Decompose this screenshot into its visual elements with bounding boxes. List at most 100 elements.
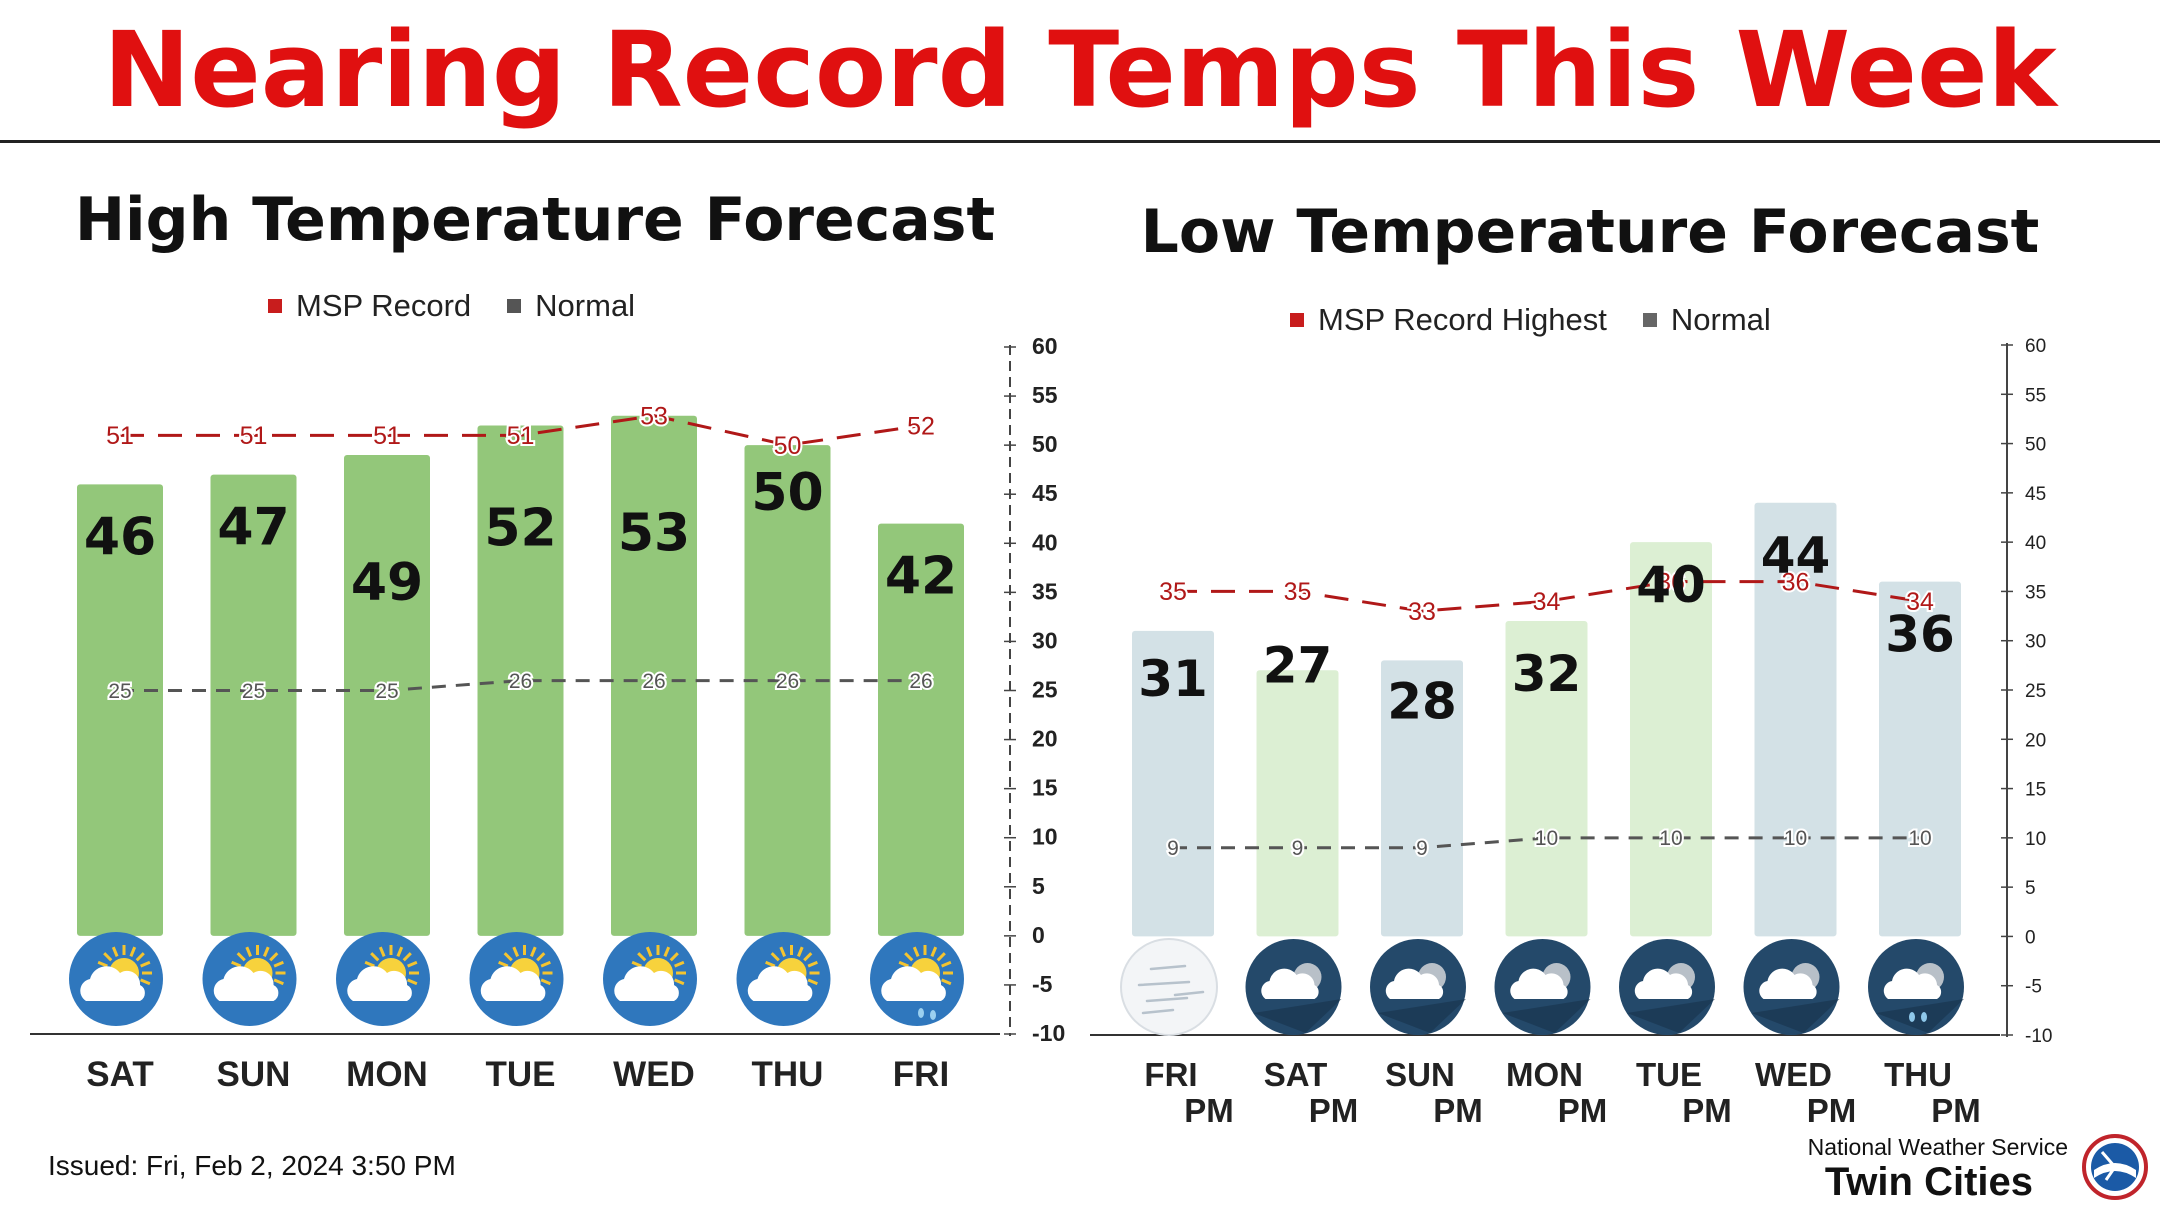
bar — [344, 454, 430, 936]
y-tick-label: 25 — [1032, 677, 1058, 703]
legend-label-normal: Normal — [535, 288, 636, 323]
bar — [611, 415, 697, 936]
y-tick-label: 40 — [1032, 529, 1058, 555]
normal-data-label: 10 — [1535, 827, 1558, 850]
x-category-label: THU — [1884, 1056, 1952, 1093]
sun-ray — [941, 960, 952, 968]
sun-ray — [631, 960, 642, 968]
sun-ray — [936, 952, 946, 962]
bar-value-label: 31 — [1138, 650, 1208, 708]
x-category-label: TUE — [1636, 1056, 1702, 1093]
bar-value-label: 47 — [217, 498, 289, 558]
record-data-label: 53 — [640, 402, 668, 430]
rain-drop — [1921, 1012, 1927, 1022]
bar-value-label: 36 — [1885, 606, 1955, 664]
legend-label-record: MSP Record — [296, 288, 472, 323]
sun-ray — [97, 960, 108, 968]
sun-ray — [498, 960, 509, 968]
legend-label-record-highest: MSP Record Highest — [1318, 302, 1607, 337]
cloud-shape — [1759, 968, 1817, 999]
x-category-sublabel: PM — [1309, 1092, 1359, 1129]
page-title: Nearing Record Temps This Week — [103, 9, 2057, 131]
x-category-label: FRI — [893, 1055, 949, 1094]
bar-value-label: 46 — [84, 507, 156, 567]
y-tick-label: 10 — [1032, 824, 1058, 850]
cloud-shape — [614, 966, 679, 1001]
sun-ray — [645, 946, 653, 957]
cloud-shape — [213, 966, 279, 1001]
rain-drop — [918, 1008, 924, 1018]
sun-ray — [770, 952, 780, 962]
x-category-sublabel: PM — [1682, 1092, 1732, 1129]
icon-shadow — [1876, 999, 1964, 1033]
sun-ray — [263, 946, 270, 957]
y-tick-label: 55 — [2025, 385, 2046, 406]
x-category-sublabel: PM — [1807, 1092, 1857, 1129]
record-data-label: 52 — [907, 412, 935, 440]
sun-ray — [135, 952, 145, 962]
sun-ray — [807, 978, 818, 986]
bar — [477, 425, 564, 936]
rain-drop — [1909, 1012, 1915, 1022]
x-category-label: SUN — [217, 1055, 291, 1094]
icon-shadow — [1502, 999, 1591, 1033]
x-category-label: SUN — [1385, 1056, 1455, 1093]
sun-ray — [663, 946, 671, 957]
sun-ray — [140, 978, 151, 986]
normal-data-label: 25 — [108, 680, 131, 703]
bar-value-label: 50 — [751, 463, 823, 523]
record-line — [1173, 580, 1921, 613]
nws-office-name: Twin Cities — [1824, 1160, 2033, 1204]
x-category-label: MON — [346, 1055, 428, 1094]
y-tick-label: -10 — [2025, 1026, 2052, 1047]
record-data-label: 51 — [240, 422, 268, 450]
record-data-label: 36 — [1782, 568, 1810, 596]
record-data-label: 35 — [1159, 578, 1187, 606]
record-swatch — [268, 299, 282, 313]
wind-streak — [1149, 964, 1187, 971]
y-tick-label: -5 — [2025, 977, 2042, 998]
x-category-label: SAT — [86, 1055, 153, 1094]
y-tick-label: 15 — [1032, 775, 1058, 801]
wind-streak — [1173, 990, 1205, 997]
record-data-label: 36 — [1657, 568, 1685, 596]
nws-logo-icon — [2082, 1134, 2148, 1200]
legend-item-record: MSP Record — [268, 288, 471, 324]
x-category-label: WED — [1755, 1056, 1832, 1093]
normal-data-label: 26 — [776, 670, 799, 693]
cloud-shape — [1634, 968, 1693, 999]
normal-data-label: 9 — [1167, 837, 1179, 860]
low-chart-title: Low Temperature Forecast — [1140, 197, 2040, 267]
nws-org-name: National Weather Service — [1807, 1134, 2068, 1160]
y-tick-label: 60 — [1032, 333, 1058, 359]
sun-cloud-icon — [202, 932, 297, 1026]
wind-streak — [1137, 980, 1191, 987]
bar-value-label: 44 — [1761, 527, 1831, 585]
normal-swatch — [1642, 313, 1657, 327]
x-category-sublabel: PM — [1184, 1092, 1234, 1129]
bar — [1381, 660, 1463, 937]
sun-ray — [111, 946, 119, 957]
y-tick-label: 5 — [2025, 878, 2036, 899]
high-chart-title: High Temperature Forecast — [74, 185, 996, 255]
sun-ray — [765, 960, 776, 968]
sun-ray — [912, 946, 920, 957]
sun-ray — [904, 952, 914, 962]
bar — [744, 445, 831, 936]
cloud-shape — [1385, 968, 1444, 999]
icon-shadow — [1253, 999, 1342, 1033]
sun-cloud-icon — [336, 932, 430, 1026]
issued-timestamp: Issued: Fri, Feb 2, 2024 3:50 PM — [48, 1150, 456, 1181]
record-swatch — [1290, 313, 1304, 327]
y-tick-label: 50 — [1032, 431, 1058, 457]
y-tick-label: 35 — [1032, 578, 1058, 604]
icon-shadow — [1751, 999, 1840, 1033]
legend-label-normal: Normal — [1670, 302, 1771, 337]
sun-ray — [245, 946, 252, 957]
bar — [210, 474, 297, 936]
cloud-shape — [80, 966, 145, 1001]
record-data-label: 34 — [1533, 588, 1561, 616]
normal-data-label: 10 — [1659, 827, 1682, 850]
x-category-label: THU — [752, 1055, 824, 1094]
bar — [1630, 542, 1712, 937]
